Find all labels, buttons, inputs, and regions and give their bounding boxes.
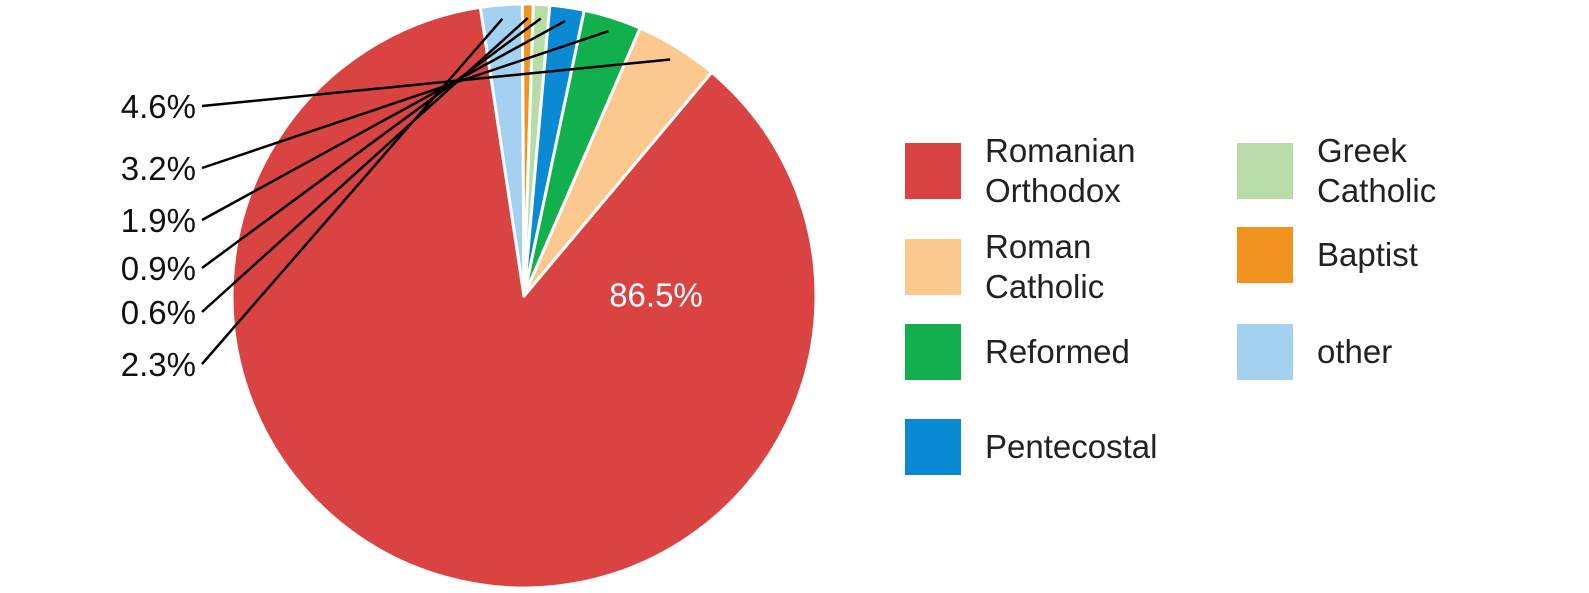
legend-label: Greek Catholic — [1317, 132, 1437, 209]
legend-swatch — [1237, 227, 1293, 283]
slice-value-label: 0.6% — [121, 294, 196, 331]
leader-line — [201, 58, 671, 108]
legend-label: Pentecostal — [985, 428, 1158, 465]
slice-value-label: 3.2% — [121, 150, 196, 187]
legend-swatch — [1237, 143, 1293, 199]
legend-label: Reformed — [985, 333, 1130, 370]
legend-swatch — [905, 419, 961, 475]
legend-item-reformed: Reformed — [905, 324, 1205, 380]
leader-lines — [201, 17, 671, 365]
slice-value-label: 1.9% — [121, 202, 196, 239]
leader-line — [201, 29, 609, 170]
legend-swatch — [1237, 324, 1293, 380]
leader-line — [201, 19, 566, 222]
legend-label: Roman Catholic — [985, 228, 1105, 305]
leader-line — [201, 18, 504, 365]
slice-value-label: 4.6% — [121, 88, 196, 125]
slice-value-label: 0.9% — [121, 250, 196, 287]
legend-item-baptist: Baptist — [1237, 227, 1537, 283]
slice-value-label: 86.5% — [609, 277, 703, 314]
legend-swatch — [905, 239, 961, 295]
legend-label: other — [1317, 333, 1393, 370]
legend-item-greek-catholic: Greek Catholic — [1237, 131, 1537, 211]
legend-swatch — [905, 143, 961, 199]
pie-slice-roman-catholic — [522, 26, 714, 298]
pie-slices — [230, 2, 818, 590]
legend-item-pentecostal: Pentecostal — [905, 419, 1205, 475]
legend-label: Romanian Orthodox — [985, 132, 1136, 209]
leader-line — [201, 17, 542, 270]
slice-labels: 86.5% 2.3% 0.6% 0.9% 1.9% 3.2% 4.6% — [121, 88, 703, 383]
legend-swatch — [905, 324, 961, 380]
legend-item-roman-catholic: Roman Catholic — [905, 227, 1205, 307]
legend-item-other: other — [1237, 324, 1537, 380]
slice-value-label: 2.3% — [121, 346, 196, 383]
legend-item-romanian-orthodox: Romanian Orthodox — [905, 131, 1205, 211]
legend-label: Baptist — [1317, 236, 1418, 273]
